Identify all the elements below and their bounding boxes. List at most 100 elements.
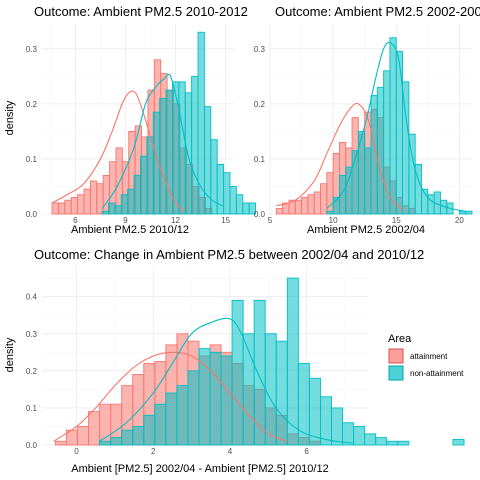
panel-1-bar-non-attainment [108, 202, 116, 215]
panel-3-bar-non-attainment [331, 407, 343, 446]
panel-1-bar-non-attainment [127, 188, 135, 215]
panel-2-bar-non-attainment [465, 210, 473, 215]
panel-1-bar-non-attainment [159, 97, 167, 215]
panel-1-bar-non-attainment [133, 174, 141, 215]
panel-2-bar-non-attainment [326, 210, 334, 215]
panel-2-bar-attainment [275, 208, 284, 215]
panel-3-bar-attainment [88, 411, 101, 446]
panel-3-bar-non-attainment [342, 422, 355, 446]
legend: Area attainment non-attainment [388, 333, 464, 381]
panel-1-bar-attainment [77, 194, 85, 215]
panel-1-y-tick-label: 0.0 [26, 210, 38, 219]
legend-title: Area [388, 333, 412, 345]
panel-3-y-tick-label: 0.1 [26, 404, 38, 413]
panel-3-bar-non-attainment [121, 429, 134, 446]
panel-2-plot: 5 10 15 20 0.0 0.1 0.2 0.3 [254, 24, 473, 225]
panel-1-bar-non-attainment [114, 205, 122, 215]
panel-2-density-non-attainment [326, 41, 466, 212]
legend-label-attainment: attainment [410, 352, 448, 361]
panel-3-y-tick-label: 0.4 [26, 293, 38, 302]
panel-3-bar-non-attainment [198, 348, 211, 446]
panel-1-y-axis-title: density [4, 100, 16, 135]
panel-1-bar-non-attainment [146, 136, 154, 215]
panel-1-bar-non-attainment [242, 202, 250, 215]
panel-3-bar-non-attainment [99, 440, 112, 446]
panel-2-y-tick-label: 0.0 [254, 210, 266, 219]
panel-1-bar-attainment [64, 199, 72, 215]
panel-2-bar-attainment [301, 197, 309, 215]
panel-3-y-axis-title: density [4, 337, 16, 372]
panel-3-density-non-attainment [99, 317, 353, 444]
panel-1-bar-non-attainment [191, 75, 199, 215]
panel-1-bar-non-attainment [235, 194, 244, 215]
panel-2-x-axis-title: Ambient PM2.5 2002/04 [307, 224, 425, 236]
panel-2-x-tick-label: 15 [392, 216, 401, 225]
panel-2-bar-attainment [320, 183, 328, 215]
panel-3-plot: 0 2 4 6 0.0 0.1 0.2 0.3 0.4 [26, 267, 465, 456]
panel-3-x-tick-label: 6 [304, 447, 309, 456]
panel-1-y-tick-label: 0.2 [26, 100, 38, 109]
panel-1-x-tick-label: 6 [73, 216, 78, 225]
panel-3-title: Outcome: Change in Ambient PM2.5 between… [34, 247, 424, 262]
panel-3-bar-non-attainment [264, 333, 277, 446]
panel-3-bar-non-attainment [353, 426, 366, 446]
panel-2-x-tick-label: 10 [329, 216, 338, 225]
panel-3-bar-non-attainment [253, 299, 266, 446]
panel-3-bar-non-attainment [220, 355, 233, 446]
panel-3-bar-non-attainment [275, 340, 288, 446]
panel-3-y-tick-label: 0.2 [26, 367, 38, 376]
panel-2-bar-non-attainment [458, 210, 467, 215]
panel-3-bar-non-attainment [176, 385, 189, 446]
panel-2-bar-attainment [294, 199, 303, 215]
panel-2-bar-attainment [307, 194, 315, 215]
panel-1-x-tick-label: 12 [171, 216, 180, 225]
panel-2-y-tick-label: 0.3 [254, 45, 266, 54]
panel-1-bar-non-attainment [248, 202, 257, 215]
panel-3-x-tick-label: 0 [74, 447, 79, 456]
panel-1-bar-attainment [96, 183, 104, 215]
panel-3-bar-attainment [99, 403, 112, 446]
panel-3-bar-non-attainment [386, 440, 399, 446]
panel-2-y-tick-label: 0.1 [254, 155, 266, 164]
panel-3-bar-attainment [54, 440, 67, 446]
panel-2-bar-attainment [313, 191, 321, 215]
panel-3-bar-non-attainment [375, 437, 388, 446]
panel-1-bar-attainment [57, 202, 66, 215]
legend-key-non-attainment [388, 365, 404, 381]
legend-label-non-attainment: non-attainment [410, 369, 464, 378]
panel-2-x-tick-label: 20 [455, 216, 464, 225]
panel-1-bar-attainment [51, 202, 59, 215]
panel-3-bar-non-attainment [319, 396, 332, 446]
panel-3-y-tick-label: 0.3 [26, 330, 38, 339]
panel-3-bar-non-attainment [187, 370, 200, 446]
panel-3-bar-non-attainment [231, 299, 244, 446]
panel-1-plot: 6 9 12 15 0.0 0.1 0.2 0.3 [26, 24, 257, 225]
panel-2-title: Outcome: Ambient PM2.5 2002-2004 [275, 4, 480, 19]
panel-3-bar-non-attainment [209, 351, 222, 446]
panel-3-bar-attainment [77, 426, 90, 446]
panel-1-bar-non-attainment [120, 194, 129, 215]
panel-1-y-tick-label: 0.3 [26, 45, 38, 54]
panel-1-bar-non-attainment [101, 210, 109, 215]
panel-1-bar-non-attainment [140, 155, 148, 215]
panel-2-bar-non-attainment [383, 70, 391, 215]
panel-2-density-attainment [276, 102, 403, 211]
panel-1-bar-attainment [83, 188, 91, 215]
panel-1-x-tick-label: 15 [221, 216, 230, 225]
panel-1-x-axis-title: Ambient PM2.5 2010/12 [71, 224, 189, 236]
panel-1-bar-attainment [70, 197, 79, 215]
panel-1-y-tick-label: 0.1 [26, 155, 38, 164]
panel-3-bar-non-attainment [132, 426, 145, 446]
panel-2-bar-non-attainment [345, 166, 353, 215]
panel-3-bar-non-attainment [165, 392, 178, 446]
panel-2-bar-non-attainment [376, 86, 385, 215]
panel-1-title: Outcome: Ambient PM2.5 2010-2012 [34, 4, 248, 19]
panel-1-bar-non-attainment [216, 163, 225, 215]
panel-1-bar-attainment [89, 180, 98, 215]
panel-3-x-tick-label: 2 [151, 447, 156, 456]
panel-3-bar-non-attainment [452, 438, 465, 446]
panel-3-y-tick-label: 0.0 [26, 441, 38, 450]
panel-1-bar-non-attainment [229, 186, 237, 215]
panel-1-bar-non-attainment [184, 92, 193, 215]
